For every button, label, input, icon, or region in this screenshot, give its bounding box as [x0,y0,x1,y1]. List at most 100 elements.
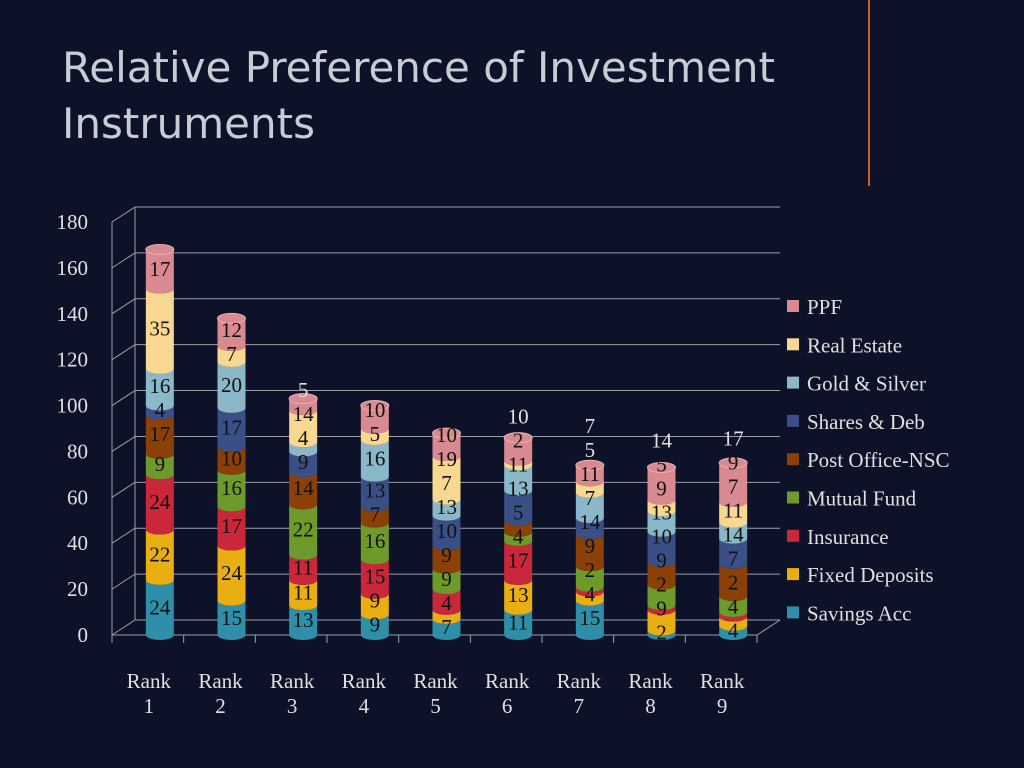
x-tick-label: Rank [485,669,530,693]
data-label: 5 [585,438,596,462]
bar-segment [289,554,318,585]
floor-edge [756,619,781,636]
data-label: 4 [585,582,596,606]
x-tick-label: Rank [198,669,243,693]
bar-segment [217,361,246,413]
data-label: 17 [149,422,170,446]
bar-segment [432,618,461,640]
data-label: 11 [723,498,743,522]
data-label: 4 [298,426,309,450]
data-label: 7 [728,474,739,498]
gridline-diagonal [111,206,136,223]
data-label: 10 [364,398,385,422]
gridline-diagonal [111,619,136,636]
bar-segment [360,405,389,434]
data-label: 10 [651,525,672,549]
x-tick-label: Rank [628,669,673,693]
bar-top-cap [288,393,318,405]
bar-segment [289,442,318,457]
bar-segment [360,506,389,528]
bar-segment [289,504,318,560]
legend-swatch [787,568,799,581]
legend-label: Fixed Deposits [807,563,934,587]
data-label: 17 [149,257,170,281]
bar-top-cap [503,432,533,444]
data-label: 14 [723,522,745,546]
data-label: 17 [221,415,242,439]
bar-segment [575,517,604,540]
bar-segment [647,531,676,567]
bar-segment [217,407,246,452]
data-label: 13 [293,608,314,632]
legend-swatch [787,300,799,312]
data-label: 14 [293,402,315,426]
bar-segment [217,446,246,475]
data-label: 2 [728,570,739,594]
data-label: 9 [656,477,667,501]
data-label: 20 [221,373,242,397]
legend-label: PPF [807,295,842,319]
y-tick-label: 60 [67,485,88,509]
data-label: 16 [221,476,242,500]
bar-segment [432,568,461,595]
data-label: 10 [436,423,457,447]
data-label: 7 [585,486,596,510]
x-tick-label: 2 [215,694,226,718]
y-tick-label: 100 [57,394,89,418]
data-label: 16 [364,446,385,470]
x-tick-label: 8 [645,694,656,718]
data-label: 24 [149,490,171,514]
data-label: 17 [508,548,529,572]
bar-segment [145,405,174,420]
data-label: 15 [221,606,242,630]
bar-segment [504,437,533,466]
data-label: 10 [436,519,457,543]
data-label: 5 [513,500,524,524]
legend-label: Mutual Fund [807,487,917,511]
bar-segment [145,474,174,535]
bar-top-cap [432,427,461,439]
y-tick-label: 40 [67,531,88,555]
bar-segment [432,515,461,551]
bar-segment [575,566,604,592]
bar-segment [719,625,748,640]
data-label: 4 [513,524,524,548]
bar-segment [719,522,748,544]
data-label: 14 [293,476,315,500]
x-tick-label: Rank [413,669,458,693]
chart-title: Relative Preference of Investment Instru… [62,43,775,148]
bar-segment [432,589,461,615]
data-label: 16 [149,374,170,398]
data-label: 35 [149,317,170,341]
bar-segment [360,522,389,565]
bar-segment [432,609,461,624]
legend-label: Insurance [807,525,889,549]
y-tick-label: 0 [78,623,89,647]
legend-label: Gold & Silver [807,372,926,396]
data-label: 4 [441,591,452,615]
bar-segment [432,545,461,574]
gridline-diagonal [111,390,136,406]
x-tick-label: 1 [144,694,155,718]
x-tick-label: 6 [502,694,513,718]
bar-segment [145,288,174,374]
legend-swatch [787,414,799,427]
data-label: 14 [651,429,673,453]
data-label: 9 [370,613,381,637]
x-tick-label: Rank [557,669,602,693]
data-label: 2 [513,428,524,452]
data-label: 2 [656,573,667,597]
data-label: 4 [728,594,739,618]
data-label: 9 [441,543,452,567]
x-tick-label: Rank [700,669,745,693]
data-label: 7 [370,503,381,527]
data-label: 10 [508,404,529,428]
bar-segment [719,616,748,631]
legend-swatch [787,491,799,504]
bar-segment [575,600,604,640]
